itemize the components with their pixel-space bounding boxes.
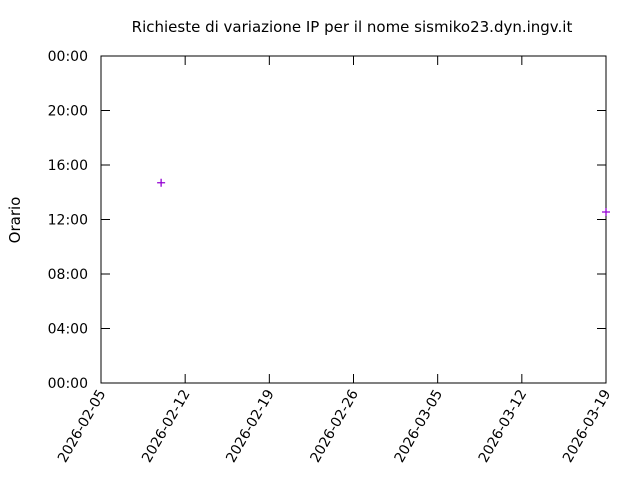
y-tick-label: 04:00	[48, 322, 88, 338]
y-tick-label: 00:00	[48, 376, 88, 392]
chart-title: Richieste di variazione IP per il nome s…	[132, 18, 573, 36]
y-axis-label: Orario	[6, 197, 24, 244]
data-point	[602, 208, 610, 217]
data-point	[157, 178, 166, 187]
y-tick-label: 08:00	[48, 267, 88, 283]
y-tick-label: 00:00	[48, 49, 88, 65]
y-tick-label: 16:00	[48, 158, 88, 174]
y-tick-label: 12:00	[48, 213, 88, 229]
y-tick-label: 20:00	[48, 104, 88, 120]
